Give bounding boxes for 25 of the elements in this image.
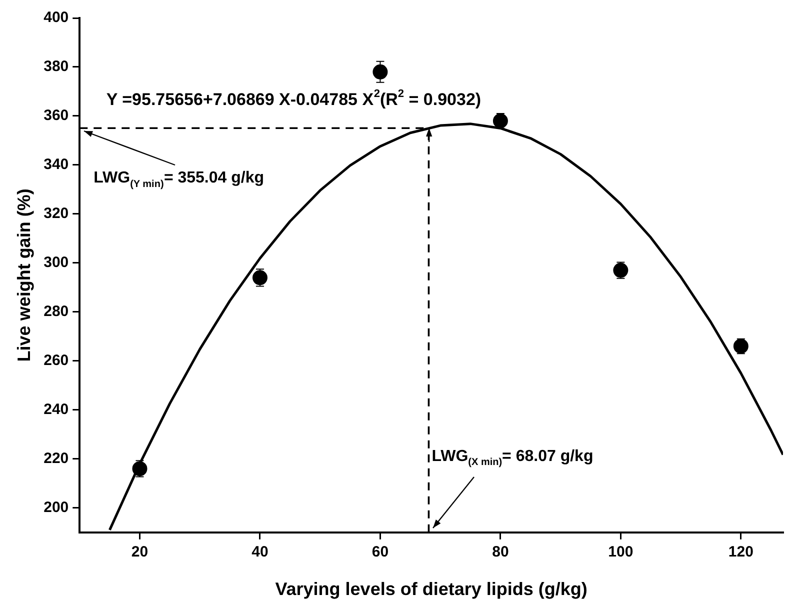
y-tick-label: 240	[44, 401, 69, 418]
x-tick-label: 100	[608, 544, 634, 561]
point	[733, 338, 748, 354]
x-tick-label: 120	[728, 544, 754, 561]
x-tick-label: 80	[492, 544, 509, 561]
point	[492, 113, 508, 128]
x-axis-title: Varying levels of dietary lipids (g/kg)	[275, 579, 588, 600]
y-tick-label: 260	[44, 352, 69, 370]
y-tick-label: 220	[44, 450, 69, 468]
point	[132, 461, 148, 476]
x-tick-label: 40	[252, 544, 268, 561]
point	[613, 262, 628, 278]
y-tick-label: 340	[44, 156, 69, 174]
y-tick-label: 320	[44, 205, 69, 222]
point	[252, 270, 268, 286]
y-tick-label: 380	[44, 58, 69, 76]
y-tick-label: 360	[44, 107, 69, 124]
y-axis-title: Live weight gain (%)	[14, 188, 34, 362]
y-tick-label: 280	[44, 303, 69, 320]
y-tick-label: 200	[44, 499, 69, 516]
y-tick-label: 300	[44, 254, 69, 272]
y-tick-label: 400	[44, 9, 69, 26]
point	[372, 64, 388, 80]
x-tick-label: 60	[372, 544, 389, 561]
x-tick-label: 20	[131, 544, 148, 561]
